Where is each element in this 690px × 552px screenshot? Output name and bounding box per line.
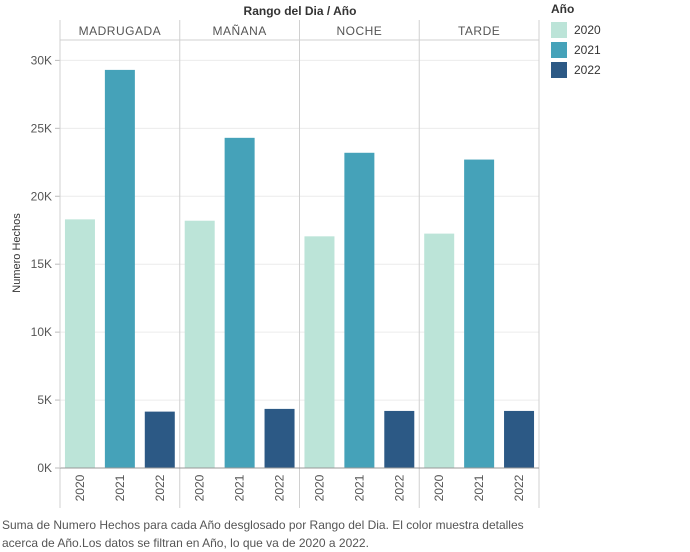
bar [344,152,375,468]
x-tick-label: 2022 [512,474,526,501]
x-tick-label: 2020 [193,474,207,501]
x-tick-label: 2020 [73,474,87,501]
x-tick-label: 2021 [352,474,366,501]
bar [224,137,255,469]
bar-chart: Rango del Dia / Año Numero Hechos 0K 5K 10… [11,4,540,508]
bar [104,69,135,469]
y-tick-label: 0K [37,461,52,475]
legend-swatch-2021 [551,42,567,58]
legend-swatch-2022 [551,62,567,78]
plot-area: 0K 5K 10K 15K 20K 25K 30K MADRUGADA 2020 2021 2022… [31,20,540,508]
bar [424,233,455,468]
y-tick-label: 25K [31,121,52,135]
y-tick-label: 5K [37,393,52,407]
x-tick-label: 2020 [432,474,446,501]
y-tick-label: 30K [31,53,52,67]
x-tick-label: 2021 [233,474,247,501]
legend-swatch-2020 [551,22,567,38]
bar [304,236,335,468]
facet-label: MAÑANA [212,24,266,38]
bar [184,220,215,468]
caption-line-2: acerca de Año.Los datos se filtran en Añ… [2,536,369,550]
x-tick-label: 2022 [153,474,167,501]
x-tick-label: 2022 [273,474,287,501]
bar [384,410,415,468]
facet-label: TARDE [458,24,500,38]
legend-label-2022: 2022 [574,63,601,77]
y-tick-label: 20K [31,189,52,203]
bar [464,159,495,469]
facet-label: MADRUGADA [79,24,162,38]
y-axis-title: Numero Hechos [11,213,23,293]
bar [264,408,295,468]
facet-label: NOCHE [336,24,382,38]
x-tick-label: 2022 [392,474,406,501]
x-tick-label: 2021 [113,474,127,501]
chart-caption: Suma de Numero Hechos para cada Año desg… [2,516,562,552]
legend-label-2021: 2021 [574,43,601,57]
x-tick-label: 2021 [472,474,486,501]
caption-line-1: Suma de Numero Hechos para cada Año desg… [2,518,524,532]
legend-title: Año [551,2,575,16]
legend-label-2020: 2020 [574,23,601,37]
bar [64,219,95,468]
x-tick-label: 2020 [312,474,326,501]
bar [144,411,175,468]
bar [504,410,535,468]
column-header: Rango del Dia / Año [244,4,357,18]
y-tick-label: 10K [31,325,52,339]
y-tick-label: 15K [31,257,52,271]
